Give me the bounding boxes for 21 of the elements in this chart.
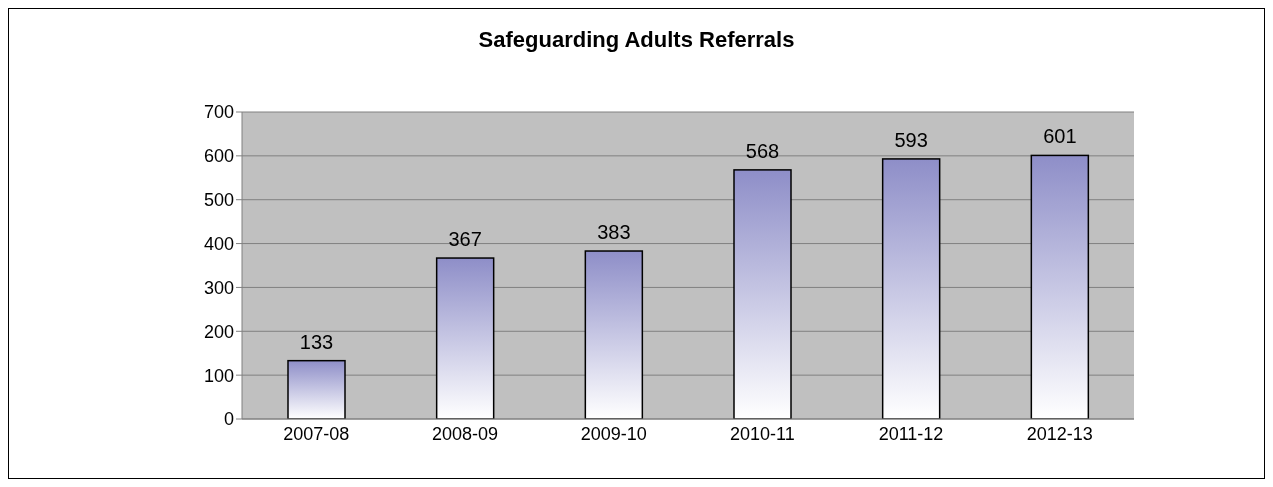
data-label: 383	[597, 221, 631, 244]
data-label: 601	[1043, 125, 1077, 148]
x-tick-label: 2012-13	[1026, 423, 1093, 444]
y-tick-label: 600	[203, 146, 234, 167]
data-label: 133	[299, 330, 334, 353]
x-tick-label: 2008-09	[431, 423, 499, 444]
x-tick-label: 2010-11	[729, 423, 795, 444]
chart-title: Safeguarding Adults Referrals	[477, 27, 796, 53]
data-label: 568	[745, 139, 780, 162]
y-tick-label: 400	[203, 233, 234, 254]
data-label: 367	[448, 228, 482, 251]
y-tick-label: 0	[223, 409, 234, 430]
data-label: 593	[894, 128, 928, 151]
y-tick-label: 700	[203, 102, 234, 123]
y-tick-label: 500	[203, 190, 234, 211]
x-tick-label: 2007-08	[283, 423, 350, 444]
y-tick-label: 100	[203, 365, 234, 386]
x-tick-label: 2009-10	[580, 423, 647, 444]
x-tick-label: 2011-12	[878, 423, 944, 444]
y-tick-label: 300	[203, 277, 234, 298]
y-tick-label: 200	[203, 321, 234, 342]
